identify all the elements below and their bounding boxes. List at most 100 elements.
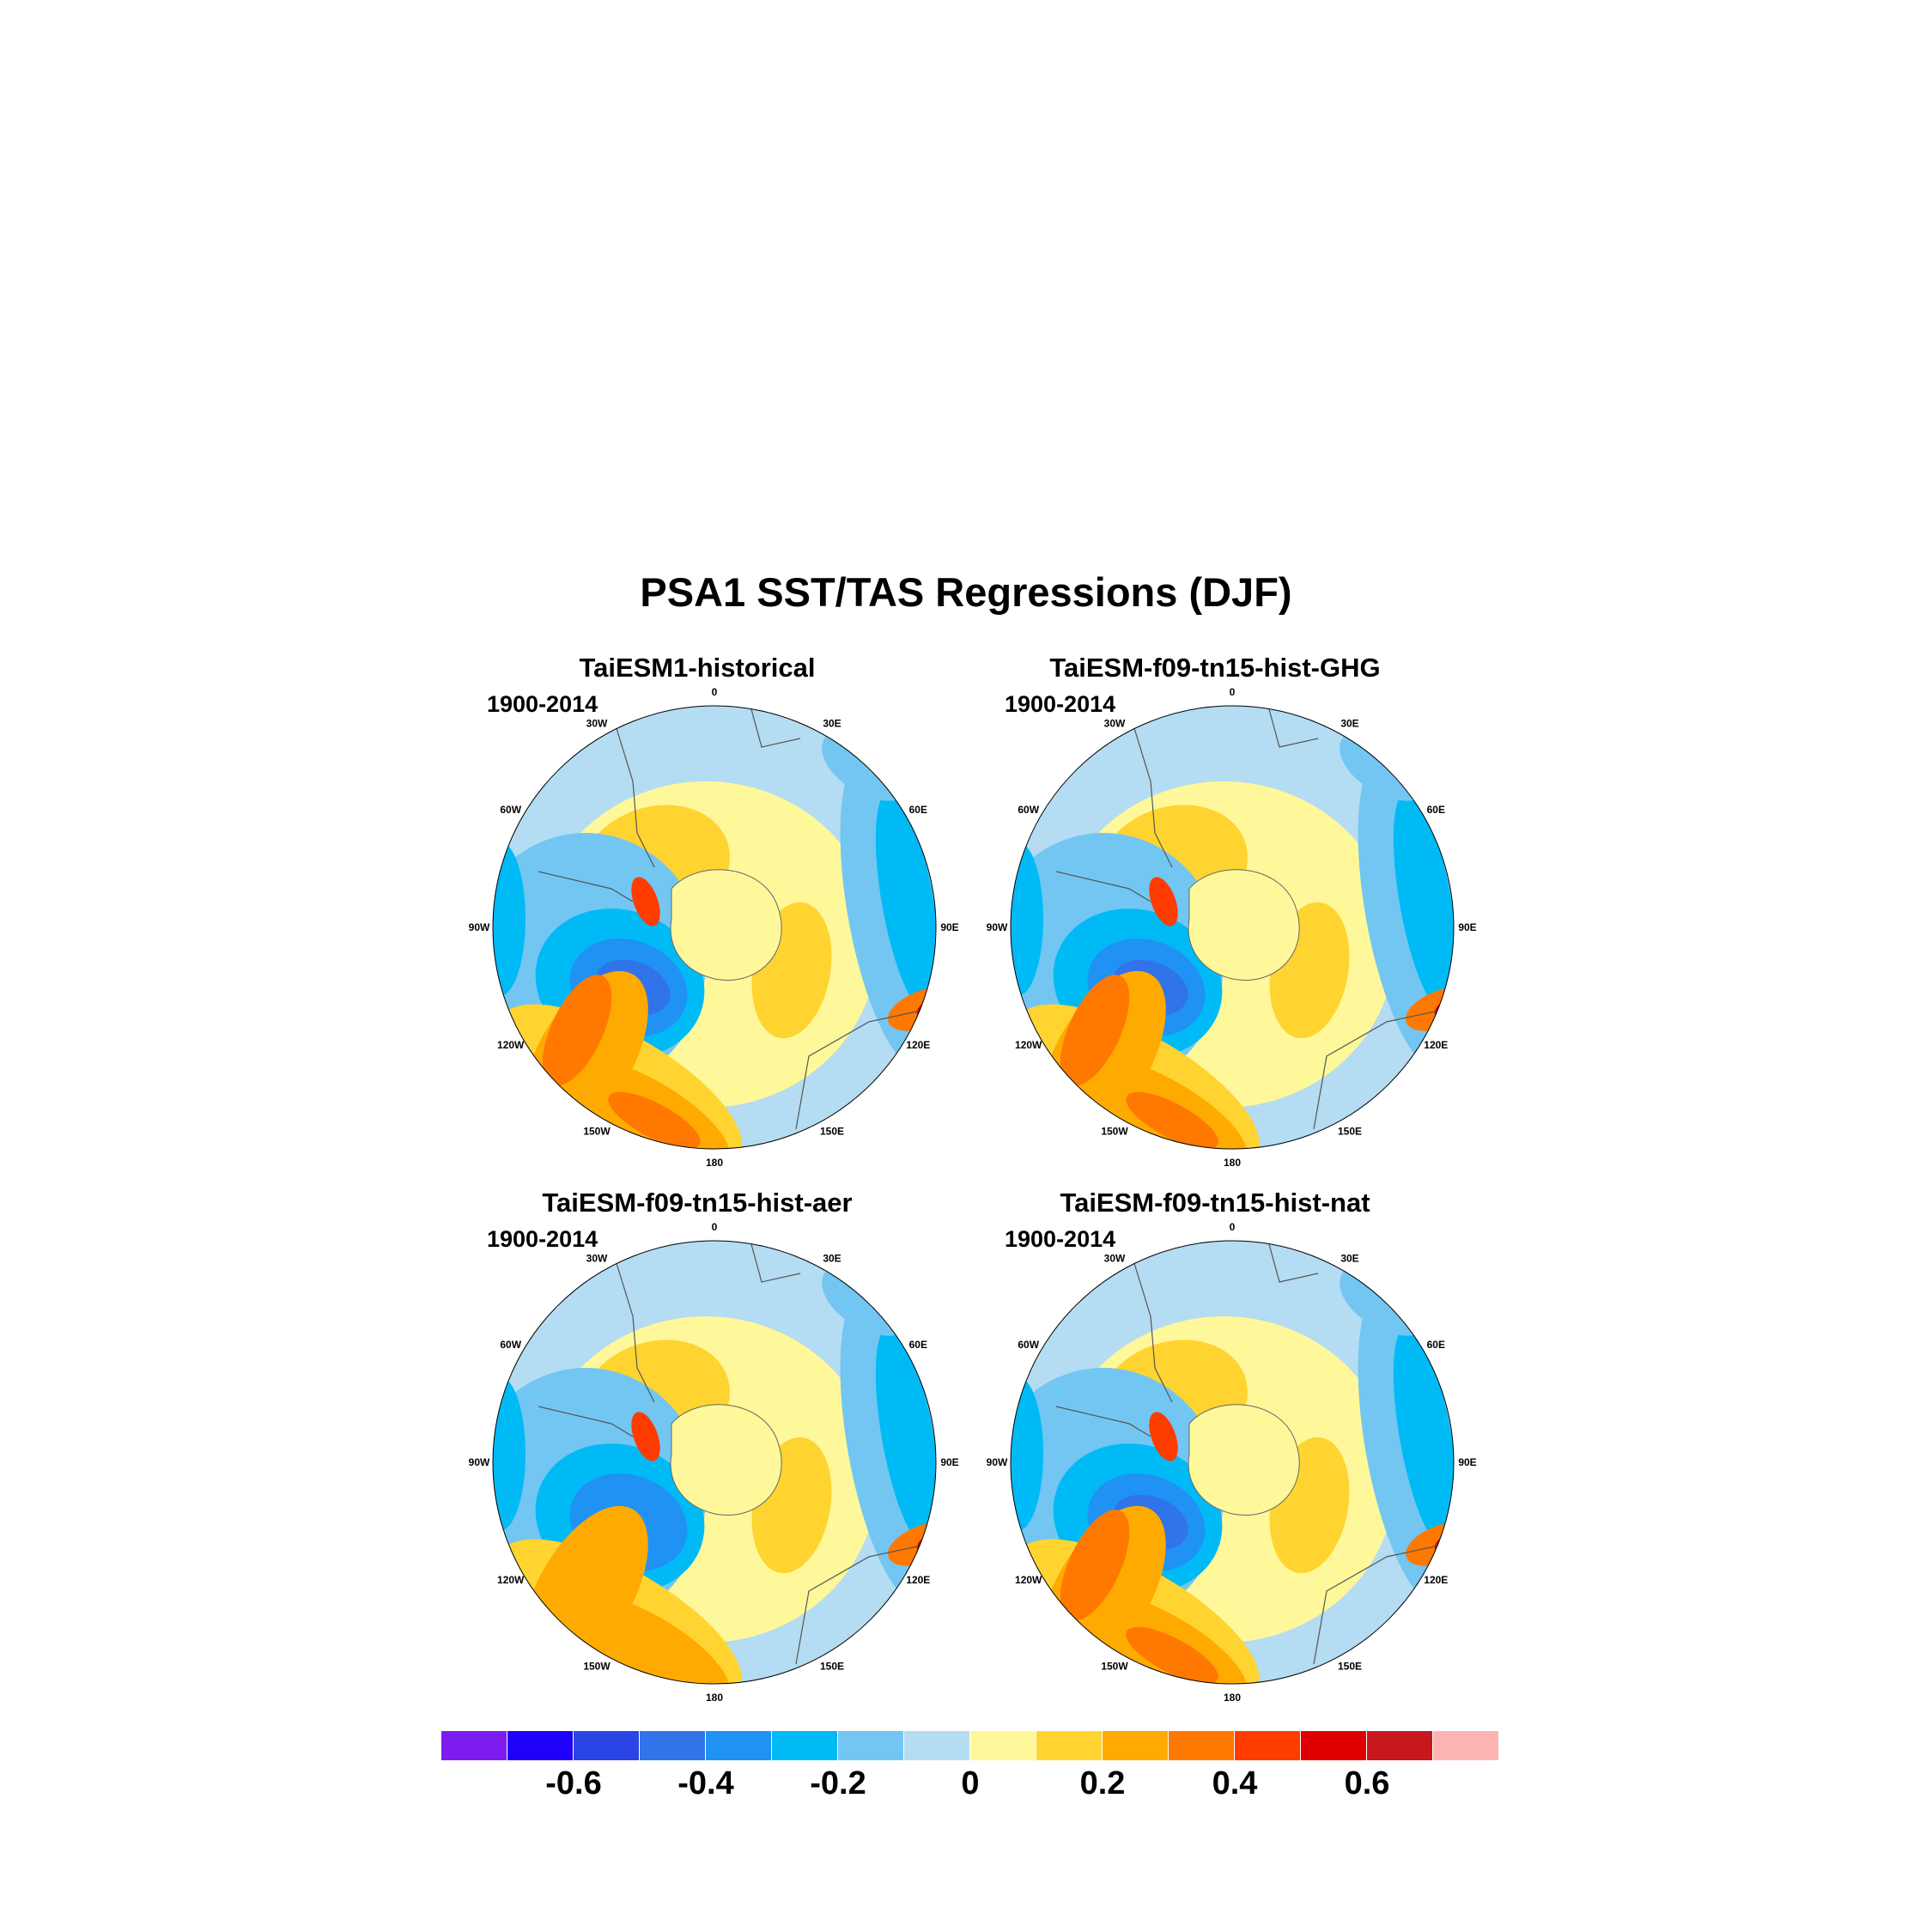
colorbar-box — [838, 1731, 904, 1760]
longitude-label: 120W — [497, 1574, 525, 1586]
warm-anomaly-region — [542, 975, 612, 1086]
colorbar-tick-label: 0.2 — [1079, 1765, 1126, 1801]
longitude-label: 60E — [909, 804, 927, 816]
coastline — [538, 1406, 634, 1437]
longitude-label: 90W — [987, 1456, 1008, 1468]
colorbar-box — [507, 1731, 574, 1760]
antarctica-landmass — [670, 869, 782, 981]
africa-coastline — [748, 1241, 801, 1283]
longitude-label: 180 — [1224, 1157, 1241, 1169]
africa-coastline — [748, 706, 801, 748]
longitude-label: 150E — [820, 1125, 844, 1137]
colorbar-box — [772, 1731, 838, 1760]
colorbar-box — [1235, 1731, 1301, 1760]
coastline — [538, 871, 634, 902]
longitude-label: 30W — [586, 1253, 608, 1265]
longitude-label: 120E — [1424, 1574, 1448, 1586]
longitude-label: 150W — [583, 1125, 611, 1137]
colorbar-tick-label: -0.4 — [677, 1765, 734, 1801]
cold-anomaly-region — [1393, 791, 1454, 1012]
longitude-label: 0 — [712, 1221, 718, 1233]
longitude-label: 120W — [497, 1039, 525, 1051]
longitude-label: 180 — [706, 1157, 723, 1169]
warm-anomaly-region — [1126, 1626, 1218, 1684]
antarctica-landmass — [670, 1404, 782, 1516]
longitude-label: 30W — [1104, 718, 1126, 730]
longitude-label: 60W — [500, 1339, 521, 1351]
map-panel-historical: TaiESM1-historical 1900-2014 0 30E 60E 90E 1… — [457, 653, 972, 1169]
antarctica-landmass — [1188, 869, 1300, 981]
cold-anomaly-region — [493, 1376, 526, 1531]
panel-period: 1900-2014 — [1005, 1226, 1116, 1252]
africa-coastline — [1266, 1241, 1319, 1283]
longitude-label: 30E — [823, 718, 841, 730]
panel-period: 1900-2014 — [487, 691, 598, 717]
longitude-label: 120E — [906, 1039, 930, 1051]
longitude-label: 30W — [586, 718, 608, 730]
panel-title: TaiESM-f09-tn15-hist-nat — [1060, 1188, 1370, 1218]
map-boundary — [492, 705, 937, 1150]
antarctica-landmass — [1188, 1404, 1300, 1516]
longitude-label: 60E — [1427, 804, 1445, 816]
polar-map: 0 30E 60E 90E 120E 150E 180 150W 120W 90W 60W 30W — [469, 1221, 959, 1704]
warm-anomaly-region — [1060, 1510, 1130, 1621]
cold-anomaly-region — [493, 841, 526, 996]
warm-anomaly-region — [562, 1591, 730, 1684]
longitude-label: 60E — [1427, 1339, 1445, 1351]
coastline — [1055, 1406, 1151, 1437]
warm-anomaly-region — [608, 1091, 701, 1149]
panel-title: TaiESM-f09-tn15-hist-GHG — [1049, 653, 1381, 683]
panel-title: TaiESM1-historical — [579, 653, 816, 683]
coastline — [1055, 871, 1151, 902]
longitude-label: 180 — [1224, 1692, 1241, 1704]
map-panel-aer: TaiESM-f09-tn15-hist-aer 1900-2014 0 30E 6… — [457, 1188, 972, 1704]
australia-coastline — [795, 1008, 930, 1130]
map-boundary — [492, 1240, 937, 1685]
longitude-label: 90E — [940, 921, 958, 933]
colorbar-box — [574, 1731, 640, 1760]
longitude-label: 0 — [712, 686, 718, 698]
longitude-label: 60E — [909, 1339, 927, 1351]
longitude-label: 0 — [1230, 686, 1236, 698]
longitude-label: 30E — [1340, 718, 1358, 730]
colorbar-tick-label: 0.6 — [1344, 1765, 1390, 1801]
colorbar-box — [904, 1731, 970, 1760]
longitude-label: 150W — [1101, 1660, 1128, 1672]
polar-map: 0 30E 60E 90E 120E 150E 180 150W 120W 90W 60W 30W — [987, 686, 1477, 1169]
longitude-label: 120W — [1015, 1574, 1042, 1586]
africa-coastline — [1266, 706, 1319, 748]
longitude-label: 90W — [987, 921, 1008, 933]
longitude-label: 150E — [1338, 1660, 1362, 1672]
longitude-label: 150W — [1101, 1125, 1128, 1137]
map-panel-nat: TaiESM-f09-tn15-hist-nat 1900-2014 0 30E 6… — [975, 1188, 1490, 1704]
map-boundary — [1010, 705, 1455, 1150]
longitude-label: 120W — [1015, 1039, 1042, 1051]
warm-anomaly-region — [1149, 877, 1178, 927]
colorbar-box — [1367, 1731, 1433, 1760]
map-boundary — [1010, 1240, 1455, 1685]
longitude-label: 90W — [469, 921, 490, 933]
longitude-label: 30E — [1340, 1253, 1358, 1265]
longitude-label: 90E — [1458, 921, 1476, 933]
australia-coastline — [1313, 1008, 1448, 1130]
warm-anomaly-region — [1149, 1412, 1178, 1461]
cold-anomaly-region — [1011, 1376, 1043, 1531]
map-panel-ghg: TaiESM-f09-tn15-hist-GHG 1900-2014 0 30E 6… — [975, 653, 1490, 1169]
panel-period: 1900-2014 — [1005, 691, 1116, 717]
figure-title: PSA1 SST/TAS Regressions (DJF) — [640, 569, 1292, 615]
longitude-label: 150W — [583, 1660, 611, 1672]
longitude-label: 90E — [940, 1456, 958, 1468]
longitude-label: 30E — [823, 1253, 841, 1265]
australia-coastline — [1313, 1543, 1448, 1665]
longitude-label: 90W — [469, 1456, 490, 1468]
warm-anomaly-region — [1060, 975, 1130, 1086]
colorbar-box — [441, 1731, 507, 1760]
longitude-label: 60W — [500, 804, 521, 816]
polar-map: 0 30E 60E 90E 120E 150E 180 150W 120W 90W 60W 30W — [987, 1221, 1477, 1704]
south-america-coastline — [615, 725, 655, 868]
colorbar-box — [1433, 1731, 1499, 1760]
longitude-label: 150E — [820, 1660, 844, 1672]
cold-anomaly-region — [875, 791, 936, 1012]
colorbar-box — [970, 1731, 1036, 1760]
colorbar-box — [640, 1731, 706, 1760]
